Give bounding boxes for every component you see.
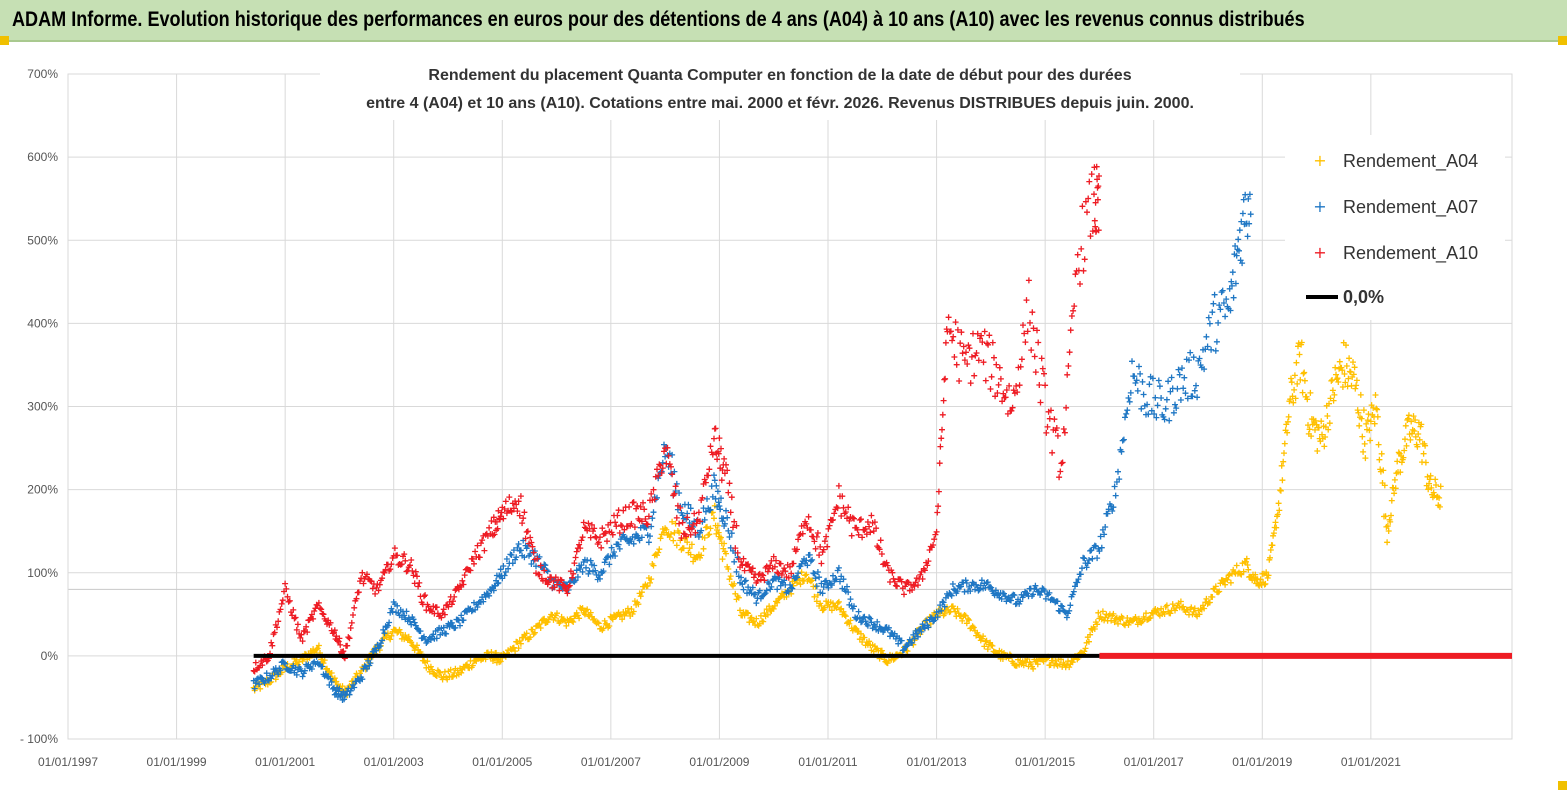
scatter-chart: - 100% 0% 100% 200% 300% 400% 500% 600% 700% 01/0… — [20, 58, 1513, 769]
series-markers-2 — [250, 163, 1102, 675]
legend-marker-a10: + — [1313, 243, 1326, 262]
x-tick-label: 01/01/2019 — [1232, 755, 1292, 769]
y-tick-label: 400% — [27, 316, 58, 330]
chart-title-line-2: entre 4 (A04) et 10 ans (A10). Cotations… — [366, 95, 1194, 112]
report-title: ADAM Informe. Evolution historique des p… — [12, 8, 1305, 31]
x-tick-label: 01/01/2009 — [689, 755, 749, 769]
series-rendement-a07 — [250, 191, 1254, 703]
x-tick-label: 01/01/2001 — [255, 755, 315, 769]
legend-item-a10: + Rendement_A10 — [1313, 243, 1478, 264]
legend: + Rendement_A04 + Rendement_A07 + Rendem… — [1285, 135, 1505, 320]
x-tick-label: 01/01/2015 — [1015, 755, 1075, 769]
legend-label-a10: Rendement_A10 — [1343, 243, 1478, 264]
chart-title-box — [320, 58, 1240, 120]
y-tick-label: - 100% — [20, 732, 58, 746]
x-tick-label: 01/01/2013 — [907, 755, 967, 769]
chart-title-line-1: Rendement du placement Quanta Computer e… — [428, 67, 1131, 84]
legend-marker-a04: + — [1313, 151, 1326, 170]
y-tick-label: 600% — [27, 150, 58, 164]
axis-layer: - 100% 0% 100% 200% 300% 400% 500% 600% 700% 01/0… — [20, 67, 1401, 769]
x-tick-label: 01/01/2021 — [1341, 755, 1401, 769]
legend-item-a04: + Rendement_A04 — [1313, 151, 1478, 172]
x-tick-label: 01/01/2007 — [581, 755, 641, 769]
series-rendement-a04 — [250, 339, 1444, 699]
x-tick-label: 01/01/2017 — [1124, 755, 1184, 769]
y-tick-label: 0% — [41, 649, 59, 663]
y-tick-label: 100% — [27, 566, 58, 580]
y-tick-label: 300% — [27, 400, 58, 414]
legend-label-a04: Rendement_A04 — [1343, 151, 1478, 172]
series-markers-1 — [250, 191, 1254, 703]
series-rendement-a10 — [250, 163, 1102, 675]
x-tick-label: 01/01/1999 — [147, 755, 207, 769]
corner-marker-top-left — [0, 36, 9, 45]
report-banner: ADAM Informe. Evolution historique des p… — [0, 0, 1567, 42]
y-tick-label: 200% — [27, 483, 58, 497]
legend-marker-a07: + — [1313, 197, 1326, 216]
x-tick-label: 01/01/2011 — [798, 755, 857, 769]
x-tick-label: 01/01/1997 — [38, 755, 98, 769]
y-tick-label: 500% — [27, 233, 58, 247]
series-markers-0 — [250, 339, 1444, 699]
series-layer — [250, 163, 1512, 703]
legend-item-zero: 0,0% — [1306, 287, 1384, 307]
legend-item-a07: + Rendement_A07 — [1313, 197, 1478, 218]
corner-marker-top-right — [1558, 36, 1567, 45]
chart-area: - 100% 0% 100% 200% 300% 400% 500% 600% 700% 01/0… — [0, 42, 1567, 790]
y-tick-label: 700% — [27, 67, 58, 81]
x-tick-label: 01/01/2003 — [364, 755, 424, 769]
legend-box — [1285, 135, 1505, 320]
corner-marker-bottom-right — [1558, 781, 1567, 790]
legend-label-zero: 0,0% — [1343, 287, 1384, 307]
legend-label-a07: Rendement_A07 — [1343, 197, 1478, 218]
x-tick-label: 01/01/2005 — [472, 755, 532, 769]
